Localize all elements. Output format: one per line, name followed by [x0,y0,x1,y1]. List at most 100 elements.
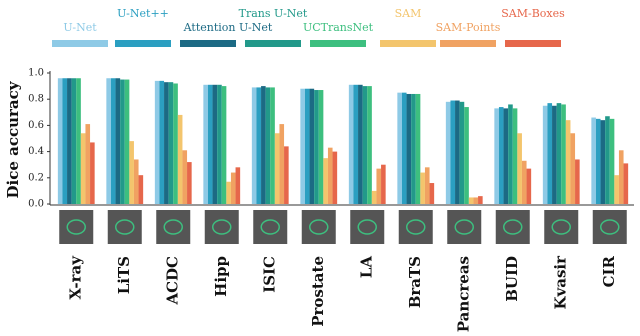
legend-swatch [440,40,496,47]
thumbnail [253,210,288,244]
thumbnail-region [115,219,135,235]
bar [115,78,121,204]
bar [318,90,324,204]
bar [230,172,236,204]
legend-swatch [310,40,366,47]
bar [159,80,165,204]
thumbnail-region [260,219,280,235]
bar [67,78,72,204]
bar [565,120,571,204]
legend-swatch [505,40,561,47]
thumbnail-region [163,219,183,235]
bar [164,82,169,204]
thumbnail [301,210,336,244]
bar [203,84,208,204]
bar [468,197,474,204]
bar [429,183,435,204]
bar [614,175,619,204]
bar [618,150,624,204]
y-tick-label: 0.8 [28,94,44,105]
bar [327,147,333,204]
bar [173,83,178,204]
thumbnail [592,210,627,244]
bar [221,86,227,204]
bar [124,79,130,204]
bar [595,118,601,204]
bar [575,159,580,204]
bar [450,100,456,204]
bar [556,103,562,204]
thumbnail-region [212,219,232,235]
bar [106,78,111,204]
x-tick-label: CIR [600,255,618,287]
bar [420,172,425,204]
bar [217,84,222,204]
bar [110,78,116,204]
bar [235,167,241,204]
bar [76,78,81,204]
legend-label: U-Net [63,21,97,34]
thumbnail [495,210,530,244]
bar [261,86,266,204]
bar [270,87,275,204]
bar [445,101,451,204]
bar [376,168,382,204]
bar [90,142,95,204]
bar [517,133,522,204]
bar [547,103,553,204]
x-tick-label: Kvasir [551,255,569,310]
thumbnail [204,210,239,244]
bar [600,120,606,204]
legend-label: Attention U-Net [183,21,273,34]
thumbnail [398,210,433,244]
bar [542,105,548,204]
legend-label: SAM [395,7,422,20]
x-tick-label: ISIC [260,256,278,293]
bar [279,124,285,204]
legend-swatch [115,40,171,47]
y-tick-label: 0.0 [28,199,44,210]
bar [512,108,518,204]
legend-swatch [245,40,301,47]
thumbnail-region [357,219,377,235]
y-tick-label: 0.4 [28,146,44,157]
thumbnail [59,210,94,244]
x-tick-label: ACDC [163,256,181,306]
x-tick-label: X-ray [66,255,84,300]
thumbnail-region [551,219,571,235]
bar [473,197,479,204]
bar [120,79,125,204]
legend-label: SAM-Points [436,21,501,34]
thumbnail-region [600,219,620,235]
bar [62,78,68,204]
bar [348,84,354,204]
bar [415,93,421,204]
bar [265,87,271,204]
bar [304,88,310,204]
x-tick-label: Prostate [309,256,327,327]
bar [284,146,289,204]
bar [552,105,557,204]
legend-label: UCTransNet [303,21,374,34]
bar [314,90,319,204]
legend-label: U-Net++ [117,7,169,20]
bar [406,93,412,204]
bar [570,133,576,204]
x-tick-label: LiTS [115,256,133,294]
bar [154,80,160,204]
bar [498,107,504,204]
bar [177,114,183,204]
bar [251,87,257,204]
bar [526,168,532,204]
bar [623,163,629,204]
bar [591,117,596,204]
x-tick-label: LA [357,256,375,279]
bar [226,181,231,204]
bar [168,82,174,204]
bar [353,84,359,204]
bar [256,87,262,204]
legend-swatch [180,40,236,47]
x-tick-label: BraTS [406,256,424,308]
legend-label: SAM-Boxes [501,7,565,20]
y-tick-label: 0.6 [28,120,44,131]
